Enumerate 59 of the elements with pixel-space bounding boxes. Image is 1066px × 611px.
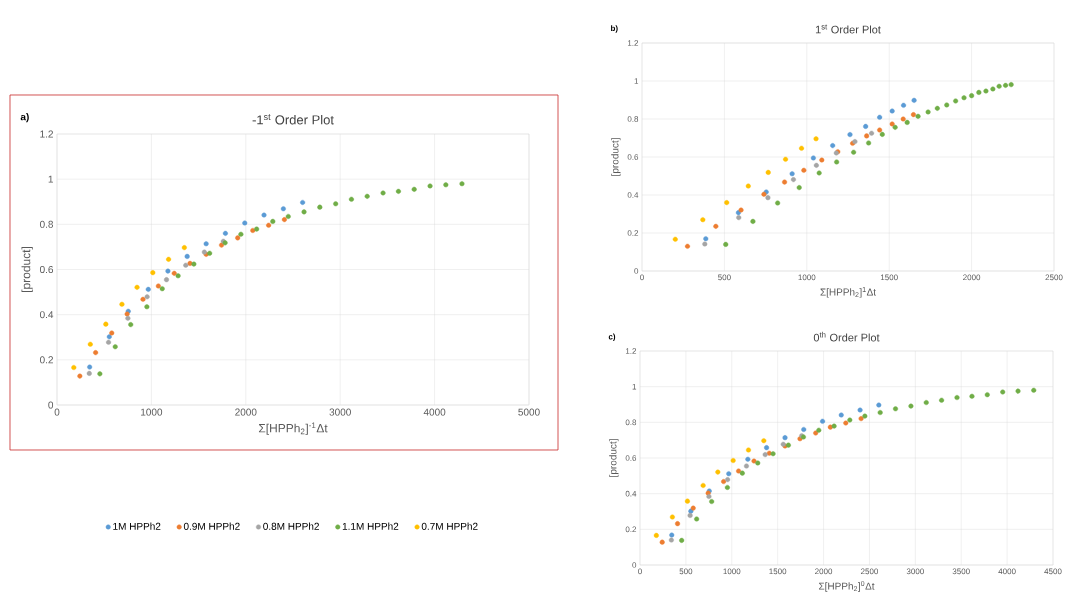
text: c) [608,333,616,342]
y-tick-label: 1.2 [40,130,53,138]
x-tick-label: 3000 [329,408,351,416]
y-tick-label: 0.8 [625,419,637,426]
x-tick-label: 1000 [723,568,741,575]
y-tick-label: 0.4 [39,311,54,319]
y-axis-title: [product] [611,138,621,176]
x-tick-label: 1500 [880,274,898,281]
y-tick-label: 1 [632,383,637,390]
x-axis-title: Σ[HPPh$_{2}$]$^{0}$Δt [818,581,875,592]
y-tick-label: 0.4 [627,192,639,198]
x-tick-label: 1000 [798,274,816,281]
x-tick-label: 500 [679,568,693,575]
text: b) [611,25,618,33]
x-tick-label: 2000 [235,408,257,416]
x-tick-label: 4000 [423,408,446,416]
x-tick-label: 1000 [141,408,163,416]
y-tick-label: 0 [48,401,54,409]
y-tick-label: 1.2 [625,348,637,354]
text: a) [20,113,29,123]
y-tick-label: 0.4 [625,490,637,497]
x-tick-label: 2000 [963,274,981,281]
y-tick-label: 0.2 [625,526,637,533]
x-tick-label: 3500 [952,568,970,575]
y-tick-label: 1.2 [627,40,639,46]
y-tick-label: 0.6 [39,265,54,274]
y-axis-title: [product] [609,439,619,477]
chart-title: 0$^{th}$ Order Plot [813,331,880,342]
x-tick-label: 2500 [1045,274,1063,281]
legend-label: 1.1M HPPh2 [342,522,399,530]
x-tick-label: 0 [640,274,644,281]
chart-title: 1$^{st}$ Order Plot [815,24,881,34]
y-tick-label: 0 [632,562,637,568]
y-tick-label: 1 [634,78,639,84]
x-tick-label: 3000 [906,568,924,575]
x-tick-label: 4000 [998,568,1016,575]
y-tick-label: 0.8 [627,116,639,122]
x-tick-label: 2000 [815,568,833,575]
x-tick-label: 0 [54,408,60,416]
y-tick-label: 0.2 [39,356,53,364]
x-axis-title: Σ[HPPh$_{2}$]$^{1}$Δt [820,287,876,298]
x-tick-label: 2500 [860,568,879,575]
y-tick-label: 0.2 [627,230,639,236]
y-axis-title: [product] [21,247,33,292]
chart-title: -1$^{st}$ Order Plot [252,114,334,125]
y-tick-label: 0.6 [625,455,637,461]
y-tick-label: 0.6 [627,154,639,160]
legend-label: 0.9M HPPh2 [183,522,240,530]
x-tick-label: 500 [718,274,731,281]
y-tick-label: 0 [634,268,639,274]
legend-label: 1M HPPh2 [113,522,161,530]
x-tick-label: 1500 [769,568,787,575]
x-tick-label: 4500 [1044,568,1062,575]
x-tick-label: 5000 [518,408,540,416]
x-axis-title: Σ[HPPh$_{2}$]$^{-1}$Δt [258,422,328,435]
legend-label: 0.7M HPPh2 [421,522,478,530]
y-tick-label: 1 [48,175,53,183]
legend-label: 0.8M HPPh2 [263,522,319,530]
y-tick-label: 0.8 [39,220,54,228]
